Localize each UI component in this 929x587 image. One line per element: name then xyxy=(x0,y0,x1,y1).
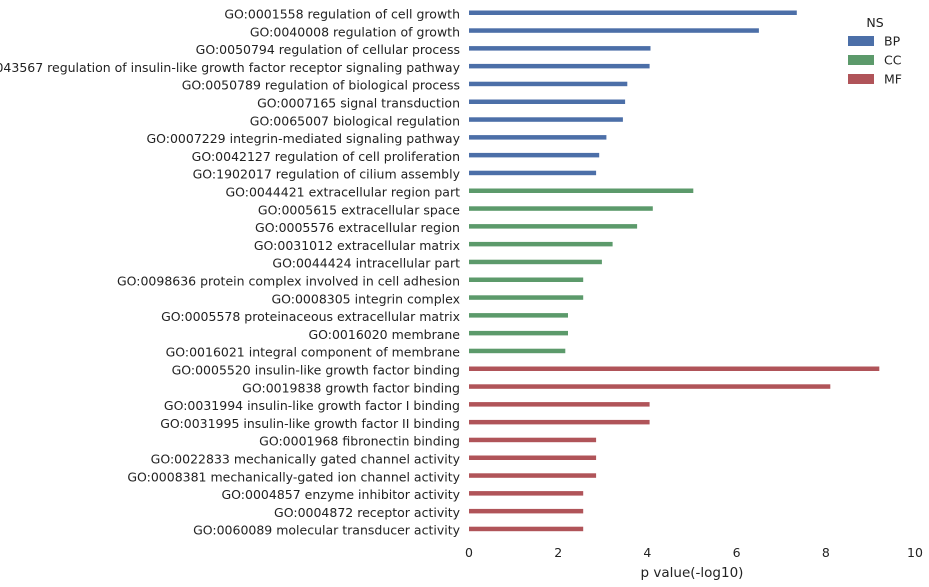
category-label: GO:0098636 protein complex involved in c… xyxy=(117,274,460,289)
bar-cc xyxy=(469,206,653,211)
legend-label: BP xyxy=(884,34,901,49)
category-label: GO:0005576 extracellular region xyxy=(255,220,460,235)
x-tick-label: 6 xyxy=(733,545,741,560)
bar-cc xyxy=(469,277,584,282)
legend-label: CC xyxy=(884,53,902,68)
category-label: GO:0019838 growth factor binding xyxy=(242,380,460,395)
category-label: GO:0031012 extracellular matrix xyxy=(254,238,460,253)
legend-swatch xyxy=(848,36,874,46)
category-label: GO:0031995 insulin-like growth factor II… xyxy=(160,416,460,431)
bar-mf xyxy=(469,491,584,496)
category-label: GO:0042127 regulation of cell proliferat… xyxy=(192,149,460,164)
bar-cc xyxy=(469,295,584,300)
category-label: GO:0044421 extracellular region part xyxy=(225,185,460,200)
category-label: GO:1902017 regulation of cilium assembly xyxy=(193,167,461,182)
category-label: GO:0004857 enzyme inhibitor activity xyxy=(221,487,460,502)
x-tick-label: 8 xyxy=(822,545,830,560)
bar-cc xyxy=(469,224,638,229)
bar-mf xyxy=(469,384,831,389)
bar-bp xyxy=(469,63,650,69)
bar-bp xyxy=(469,117,623,122)
bar-bp xyxy=(469,152,600,158)
category-label: GO:0007165 signal transduction xyxy=(257,96,460,111)
bar-mf xyxy=(469,508,584,514)
category-label: GO:0060089 molecular transducer activity xyxy=(193,523,461,538)
category-label: GO:0043567 regulation of insulin-like gr… xyxy=(0,60,461,75)
x-tick-label: 0 xyxy=(465,545,473,560)
bar-mf xyxy=(469,455,597,460)
category-label: GO:0044424 intracellular part xyxy=(272,256,460,271)
x-axis-label: p value(-log10) xyxy=(641,565,744,581)
category-label: GO:0050789 regulation of biological proc… xyxy=(182,78,460,93)
bar-bp xyxy=(469,170,597,176)
category-label: GO:0001558 regulation of cell growth xyxy=(224,7,460,22)
legend-swatch xyxy=(848,74,874,84)
category-labels: GO:0001558 regulation of cell growth GO:0… xyxy=(0,7,461,538)
category-label: GO:0031994 insulin-like growth factor I … xyxy=(164,398,460,413)
legend-swatch xyxy=(848,55,874,65)
bar-cc xyxy=(469,188,694,193)
bar-mf xyxy=(469,419,650,425)
category-label: GO:0065007 biological regulation xyxy=(250,113,460,128)
bar-cc xyxy=(469,330,568,336)
category-label: GO:0004872 receptor activity xyxy=(274,505,461,520)
category-label: GO:0005578 proteinaceous extracellular m… xyxy=(161,309,460,324)
bar-cc xyxy=(469,241,613,247)
category-label: GO:0008305 integrin complex xyxy=(271,291,460,306)
legend-label: MF xyxy=(884,72,902,87)
category-label: GO:0016020 membrane xyxy=(308,327,460,342)
bar-mf xyxy=(469,473,597,478)
category-label: GO:0050794 regulation of cellular proces… xyxy=(196,42,460,57)
bar-mf xyxy=(469,366,880,371)
bar-cc xyxy=(469,348,566,354)
bar-bp xyxy=(469,46,651,51)
bar-bp xyxy=(469,28,759,33)
x-tick-label: 10 xyxy=(907,545,923,560)
category-label: GO:0001968 fibronectin binding xyxy=(259,434,460,449)
bar-bp xyxy=(469,135,607,140)
category-label: GO:0005615 extracellular space xyxy=(258,202,460,217)
bar-bp xyxy=(469,10,797,15)
bar-bp xyxy=(469,81,628,87)
category-label: GO:0022833 mechanically gated channel ac… xyxy=(151,452,461,467)
x-axis: 0 2 4 6 8 10 xyxy=(465,545,923,560)
x-tick-label: 2 xyxy=(554,545,562,560)
x-tick-label: 4 xyxy=(643,545,651,560)
bar-mf xyxy=(469,437,597,443)
category-label: GO:0007229 integrin-mediated signaling p… xyxy=(146,131,460,146)
category-label: GO:0040008 regulation of growth xyxy=(250,24,460,39)
category-label: GO:0016021 integral component of membran… xyxy=(166,345,461,360)
category-label: GO:0005520 insulin-like growth factor bi… xyxy=(172,363,460,378)
bar-bp xyxy=(469,99,626,104)
category-label: GO:0008381 mechanically-gated ion channe… xyxy=(127,469,460,484)
legend-title: NS xyxy=(866,15,883,30)
bar-cc xyxy=(469,259,602,265)
bar-mf xyxy=(469,526,584,532)
bar-cc xyxy=(469,313,568,318)
bars xyxy=(469,10,880,532)
bar-mf xyxy=(469,402,650,407)
